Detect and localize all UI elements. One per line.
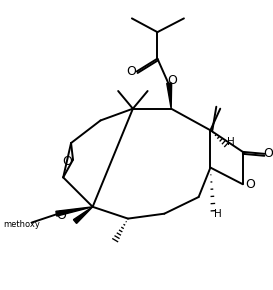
Text: O: O [246, 178, 256, 191]
Text: O: O [56, 209, 66, 222]
Text: O: O [126, 65, 136, 78]
Text: H: H [214, 209, 222, 219]
Polygon shape [167, 83, 172, 109]
Text: methoxy: methoxy [4, 220, 40, 229]
Text: O: O [167, 74, 177, 87]
Polygon shape [56, 207, 93, 216]
Text: O: O [263, 147, 273, 160]
Text: O: O [62, 155, 72, 168]
Text: H: H [227, 137, 235, 147]
Polygon shape [73, 207, 93, 223]
